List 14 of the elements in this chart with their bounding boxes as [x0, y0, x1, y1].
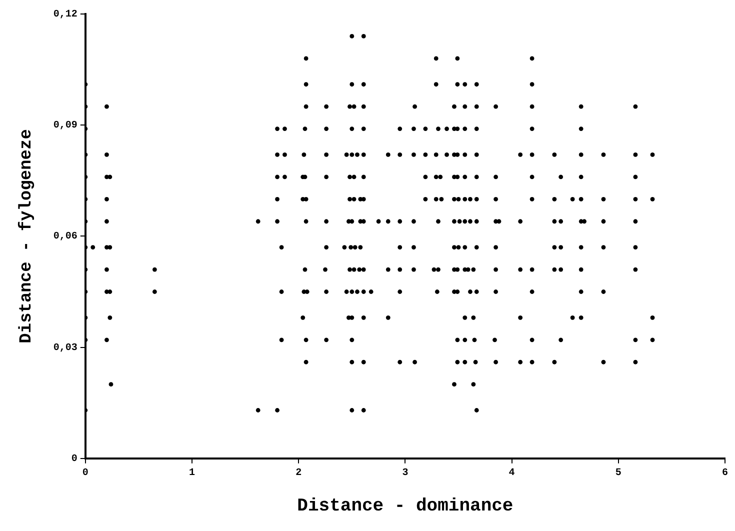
x-axis-title: Distance - dominance — [297, 496, 514, 517]
y-tick-label: 0 — [71, 454, 78, 465]
x-tick-label: 2 — [296, 468, 302, 479]
x-tick-label: 5 — [615, 468, 622, 479]
x-tick-label: 3 — [402, 468, 408, 479]
y-tick-label: 0,06 — [53, 232, 78, 243]
x-tick-label: 0 — [82, 468, 88, 479]
x-tick-label: 1 — [188, 468, 196, 479]
x-tick-label: 4 — [508, 468, 515, 479]
y-tick-label: 0,03 — [53, 342, 78, 354]
y-tick-label: 0,09 — [53, 120, 78, 132]
y-axis-title: Distance - fylogeneze — [17, 129, 36, 344]
x-tick-label: 6 — [722, 468, 728, 479]
y-tick-label: 0,12 — [53, 10, 78, 21]
